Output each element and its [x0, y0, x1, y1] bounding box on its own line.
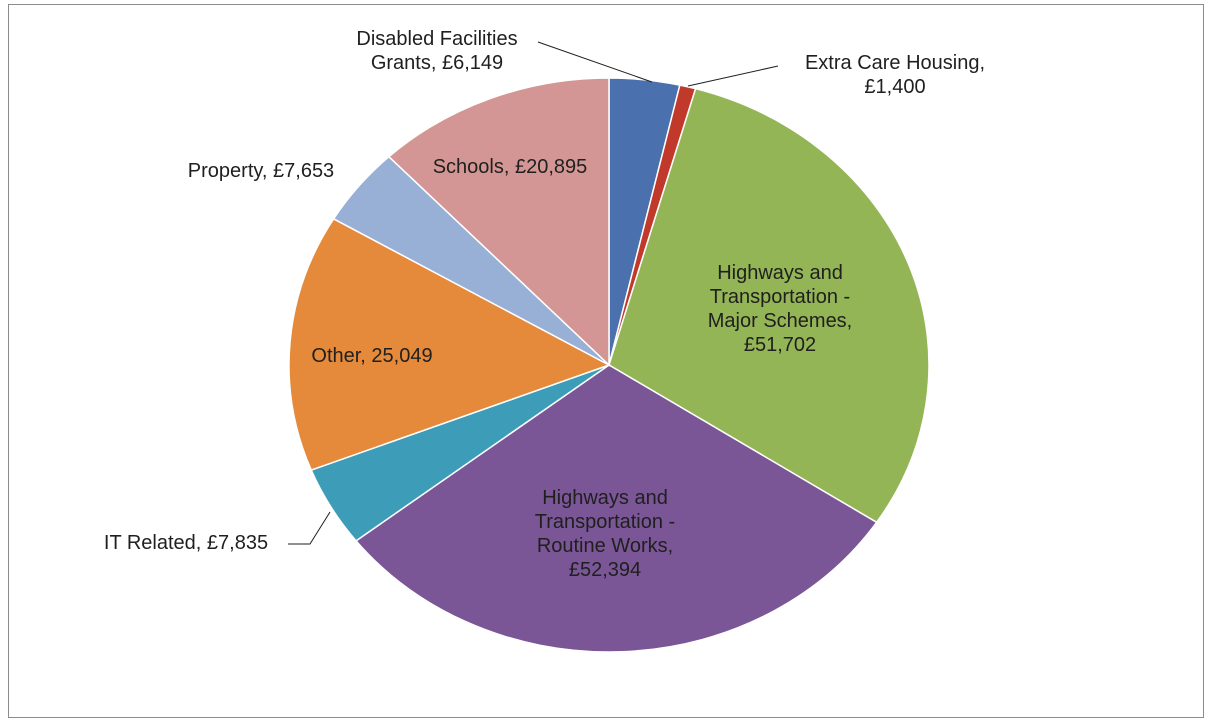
data-label-highways-and-transportation-routine-works: Highways and Transportation -Routine Work…	[535, 487, 675, 581]
leader-line-extra-care-housing	[687, 65, 779, 87]
pie-slice-other	[288, 217, 611, 472]
pie-slice-highways-and-transportation-major-schemes	[608, 87, 930, 524]
pie-slice-highways-and-transportation-routine-works	[354, 364, 878, 653]
pie-slice-schools	[387, 77, 610, 367]
data-label-schools: Schools, £20,895	[433, 156, 588, 178]
data-label-property: Property, £7,653	[188, 160, 334, 182]
data-labels: Disabled Facilities Grants, £6,149 Extra C…	[104, 28, 985, 581]
data-label-extra-care-housing: Extra Care Housing, £1,400	[805, 52, 985, 98]
leader-line-it-related	[288, 511, 331, 545]
data-label-it-related: IT Related, £7,835	[104, 532, 268, 554]
data-label-disabled-facilities-grants: Disabled Facilities Grants, £6,149	[356, 28, 517, 74]
data-label-other: Other, 25,049	[311, 345, 432, 367]
data-label-highways-and-transportation-major-schemes: Highways and Transportation -Major Scheme…	[708, 262, 853, 356]
leader-line-disabled-facilities-grants	[537, 41, 653, 83]
pie-slices	[288, 77, 930, 653]
leader-lines	[288, 41, 779, 545]
